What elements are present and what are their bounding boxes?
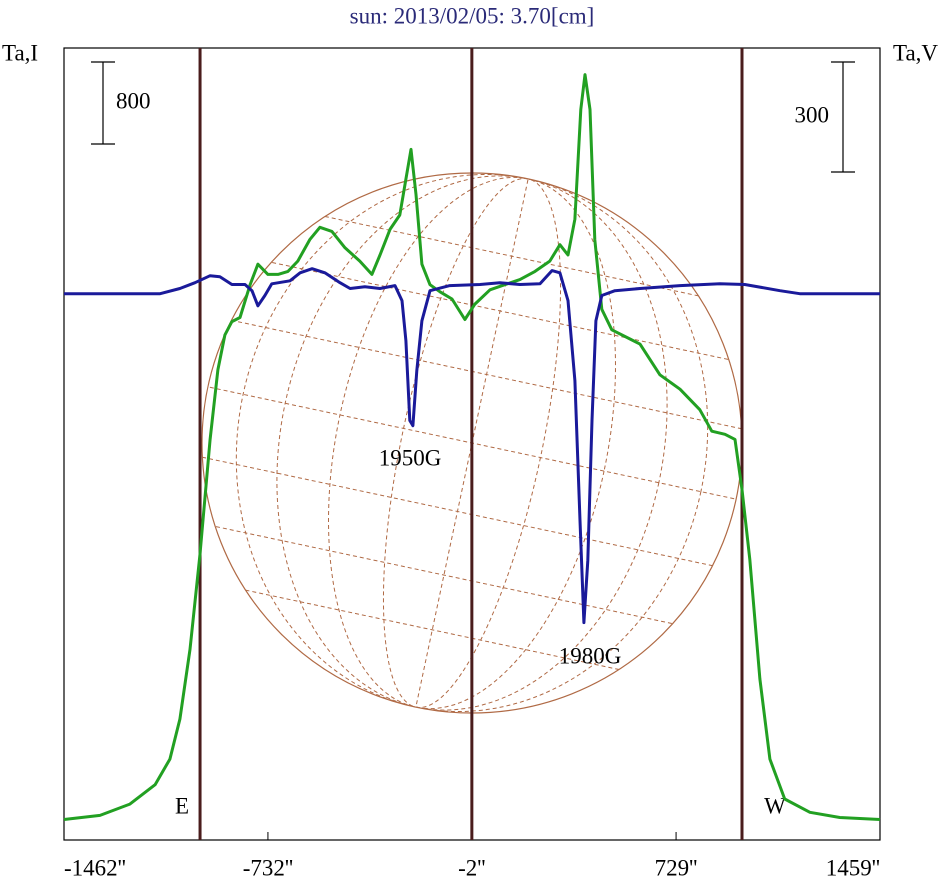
x-tick-label: -2'' [458,855,485,880]
solar-disk [156,166,793,715]
x-tick-label: 729'' [655,855,698,880]
limb-label: W [764,793,786,818]
limb-label: E [175,793,189,818]
x-tick-label: -1462'' [64,855,126,880]
y-axis-label: Ta,I [2,40,38,65]
y2-scale-bar-label: 300 [795,102,830,127]
x-tick-label: -732'' [243,855,293,880]
x-tick-label: 1459'' [826,855,880,880]
y-scale-bar-label: 800 [116,88,151,113]
annotation: 1980G [559,643,622,668]
data-line [63,73,881,821]
chart-title: sun: 2013/02/05: 3.70[cm] [350,3,595,28]
y2-axis-label: Ta,V [893,40,938,65]
annotation: 1950G [379,445,442,470]
data-line [64,267,880,625]
